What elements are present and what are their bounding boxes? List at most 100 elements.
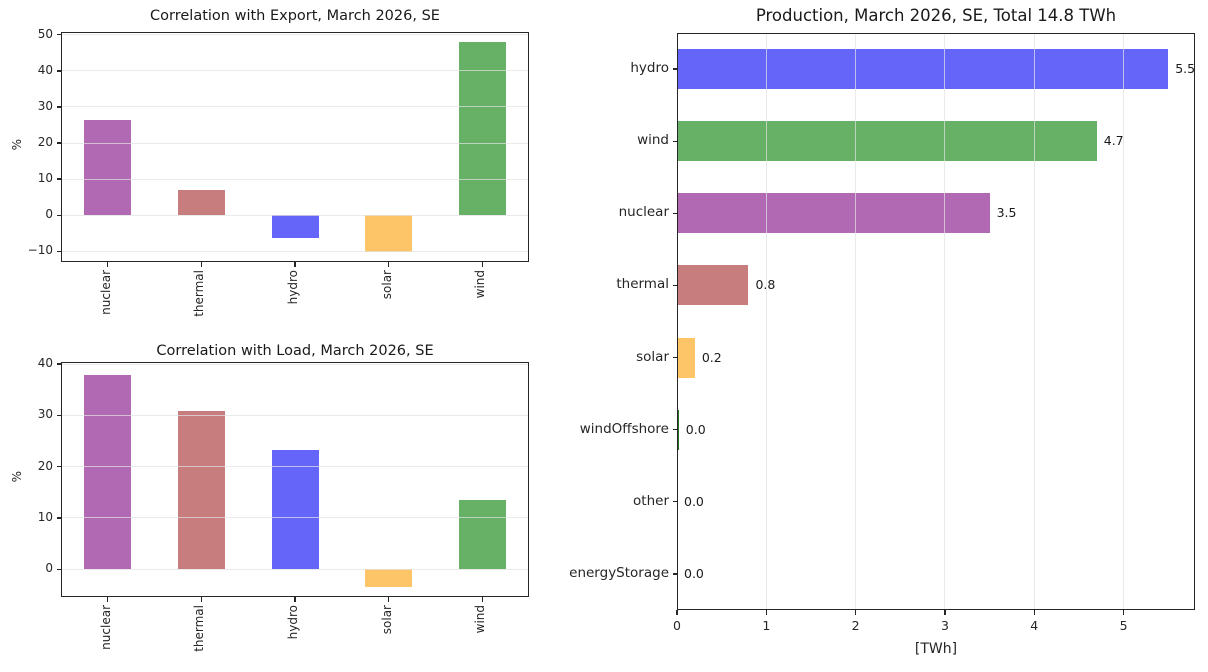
x-tick-label: 3 [940, 618, 949, 633]
category-label: windOffshore [579, 420, 669, 437]
y-axis-label: % [10, 139, 24, 151]
y-tick-label: 40 [37, 62, 53, 77]
bar-value-label: 0.2 [701, 349, 722, 365]
x-tick-label: wind [473, 270, 488, 299]
category-label: energyStorage [569, 564, 669, 581]
plot-frame [677, 33, 1195, 610]
category-label: other [633, 492, 669, 509]
y-tick-mark [672, 573, 677, 575]
x-axis-label: [TWh] [914, 641, 958, 657]
gridline [61, 414, 529, 416]
bar-hydro [677, 49, 1169, 90]
x-tick-mark [944, 610, 946, 615]
gridline [765, 33, 767, 610]
x-tick-mark [294, 262, 296, 267]
bar-wind [458, 500, 506, 570]
x-tick-label: wind [473, 605, 488, 634]
x-tick-label: nuclear [98, 270, 113, 315]
bar-thermal [677, 265, 749, 306]
bar-wind [677, 121, 1097, 162]
y-tick-mark [56, 106, 61, 108]
gridline [61, 178, 529, 180]
bar-nuclear [84, 120, 132, 216]
x-tick-label: solar [379, 270, 394, 300]
x-tick-mark [1033, 610, 1035, 615]
x-tick-mark [107, 262, 109, 267]
x-tick-label: 4 [1030, 618, 1039, 633]
y-tick-label: 30 [37, 98, 53, 113]
plot-frame [61, 32, 529, 262]
y-tick-mark [56, 466, 61, 468]
x-tick-mark [765, 610, 767, 615]
bar-value-label: 0.0 [684, 565, 704, 581]
bar-value-label: 3.5 [996, 205, 1017, 221]
category-label: hydro [630, 60, 669, 77]
bar-value-label: 5.5 [1175, 61, 1196, 77]
gridline [61, 142, 529, 144]
y-tick-mark [56, 568, 61, 570]
gridline [944, 33, 946, 610]
y-tick-mark [56, 34, 61, 36]
bar-thermal [177, 411, 225, 570]
x-tick-mark [388, 262, 390, 267]
bar-solar [677, 337, 695, 378]
x-tick-label: hydro [286, 270, 300, 305]
y-tick-mark [672, 68, 677, 70]
x-tick-label: thermal [192, 270, 207, 317]
y-tick-label: 0 [45, 561, 53, 576]
y-axis-label: % [10, 471, 24, 483]
bar-thermal [177, 189, 225, 216]
y-tick-mark [56, 142, 61, 144]
gridline [61, 466, 529, 468]
x-tick-label: hydro [286, 605, 300, 640]
gridline [61, 517, 529, 519]
x-tick-label: nuclear [98, 605, 113, 650]
x-tick-label: 0 [673, 618, 681, 633]
gridline [61, 34, 529, 36]
gridline [676, 33, 678, 610]
y-tick-label: 20 [37, 458, 53, 473]
y-tick-mark [56, 178, 61, 180]
chart-title: Correlation with Export, March 2026, SE [150, 8, 440, 24]
bar-nuclear [84, 374, 132, 570]
y-tick-label: 50 [37, 26, 53, 41]
y-tick-label: 0 [45, 207, 53, 222]
bar-value-label: 0.8 [755, 277, 776, 293]
y-tick-mark [672, 429, 677, 431]
y-tick-mark [56, 363, 61, 365]
gridline [61, 363, 529, 365]
y-tick-mark [672, 501, 677, 503]
y-tick-mark [56, 70, 61, 72]
x-tick-label: 2 [851, 618, 860, 633]
plot-frame [61, 362, 529, 597]
gridline [61, 568, 529, 570]
gridline [61, 214, 529, 216]
chart-title: Correlation with Load, March 2026, SE [156, 343, 434, 359]
category-label: nuclear [618, 204, 669, 221]
bar-hydro [271, 215, 319, 239]
y-tick-mark [672, 140, 677, 142]
gridline [61, 250, 529, 252]
x-tick-label: thermal [192, 605, 207, 652]
bar-solar [365, 569, 413, 587]
y-tick-label: 10 [37, 509, 53, 524]
x-tick-mark [294, 597, 296, 602]
bar-nuclear [677, 193, 990, 234]
category-label: wind [637, 132, 669, 149]
x-tick-mark [107, 597, 109, 602]
x-tick-mark [481, 597, 483, 602]
gridline [1123, 33, 1125, 610]
x-tick-label: 1 [762, 618, 771, 633]
gridline [1033, 33, 1035, 610]
x-tick-mark [1122, 610, 1125, 615]
x-tick-mark [388, 597, 390, 602]
y-tick-label: 30 [37, 407, 53, 422]
bar-windOffshore [677, 409, 679, 450]
bar-solar [365, 215, 413, 252]
